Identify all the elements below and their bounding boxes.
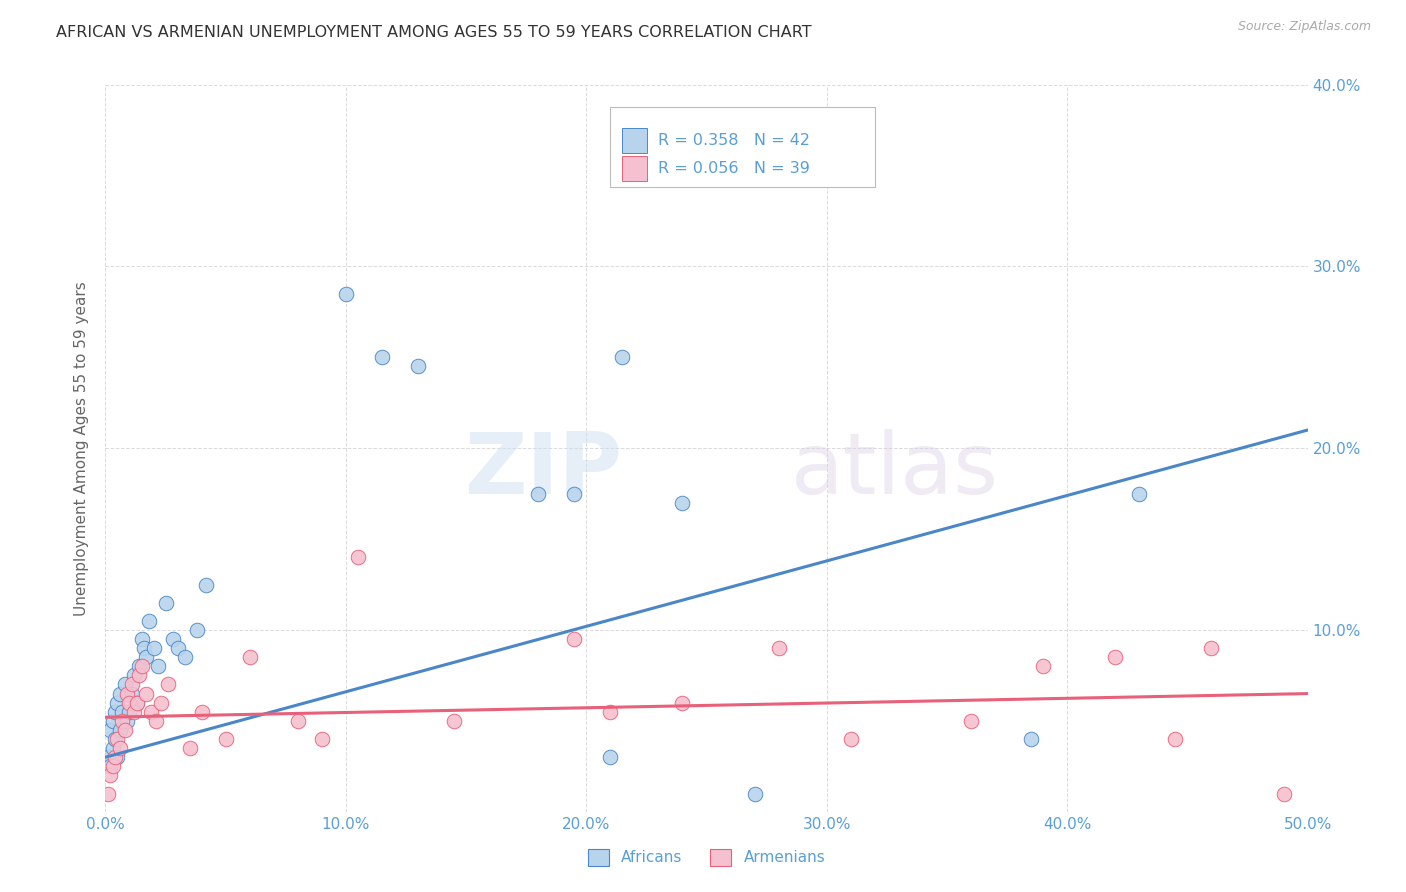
Text: AFRICAN VS ARMENIAN UNEMPLOYMENT AMONG AGES 55 TO 59 YEARS CORRELATION CHART: AFRICAN VS ARMENIAN UNEMPLOYMENT AMONG A… bbox=[56, 25, 811, 40]
Point bbox=[155, 596, 177, 610]
Point bbox=[124, 668, 146, 682]
Point bbox=[1104, 650, 1126, 665]
Point bbox=[347, 550, 370, 565]
Point bbox=[179, 741, 201, 756]
Point bbox=[287, 714, 309, 728]
Point bbox=[148, 659, 170, 673]
Point bbox=[527, 486, 550, 500]
Point bbox=[149, 696, 172, 710]
Point bbox=[186, 623, 208, 637]
Point bbox=[107, 696, 129, 710]
Point bbox=[1272, 787, 1295, 801]
Point bbox=[839, 731, 862, 746]
Point bbox=[128, 659, 150, 673]
Point bbox=[115, 714, 138, 728]
Point bbox=[98, 723, 121, 737]
Point bbox=[768, 641, 790, 656]
Point bbox=[744, 787, 766, 801]
Y-axis label: Unemployment Among Ages 55 to 59 years: Unemployment Among Ages 55 to 59 years bbox=[75, 281, 90, 615]
Point bbox=[599, 705, 621, 719]
Point bbox=[121, 687, 143, 701]
Point bbox=[142, 641, 165, 656]
Point bbox=[406, 359, 429, 374]
Point bbox=[111, 705, 134, 719]
Point bbox=[131, 659, 153, 673]
Point bbox=[111, 714, 134, 728]
Point bbox=[960, 714, 983, 728]
Point bbox=[1019, 731, 1042, 746]
Point bbox=[108, 741, 131, 756]
Point bbox=[125, 696, 148, 710]
Point bbox=[599, 750, 621, 764]
Point bbox=[562, 632, 585, 646]
Point bbox=[156, 677, 179, 691]
Point bbox=[195, 577, 218, 591]
Point bbox=[97, 787, 120, 801]
Point bbox=[1128, 486, 1150, 500]
Point bbox=[108, 687, 131, 701]
Point bbox=[107, 731, 129, 746]
Point bbox=[125, 696, 148, 710]
Point bbox=[162, 632, 184, 646]
Text: ZIP: ZIP bbox=[464, 428, 623, 511]
Point bbox=[671, 696, 693, 710]
Point bbox=[131, 632, 153, 646]
Point bbox=[118, 705, 141, 719]
Point bbox=[101, 741, 124, 756]
Point bbox=[612, 351, 634, 365]
Point bbox=[101, 714, 124, 728]
Text: Source: ZipAtlas.com: Source: ZipAtlas.com bbox=[1237, 20, 1371, 33]
Point bbox=[311, 731, 333, 746]
Point bbox=[139, 705, 162, 719]
Point bbox=[138, 614, 160, 628]
Point bbox=[145, 714, 167, 728]
Point bbox=[190, 705, 212, 719]
Text: R = 0.056   N = 39: R = 0.056 N = 39 bbox=[658, 161, 810, 177]
Point bbox=[239, 650, 262, 665]
Point bbox=[135, 650, 157, 665]
Point bbox=[104, 750, 127, 764]
Text: atlas: atlas bbox=[790, 428, 998, 511]
Point bbox=[443, 714, 465, 728]
Point bbox=[98, 759, 121, 773]
Point bbox=[562, 486, 585, 500]
Point bbox=[97, 750, 120, 764]
Point bbox=[132, 641, 155, 656]
Point bbox=[214, 731, 236, 746]
Point bbox=[1201, 641, 1223, 656]
Point bbox=[1164, 731, 1187, 746]
Point bbox=[671, 496, 693, 510]
Point bbox=[135, 687, 157, 701]
Point bbox=[128, 668, 150, 682]
Point bbox=[114, 677, 136, 691]
Point bbox=[118, 696, 141, 710]
Point bbox=[98, 768, 121, 782]
Point bbox=[371, 351, 394, 365]
Point bbox=[101, 759, 124, 773]
Point bbox=[121, 677, 143, 691]
Point bbox=[1032, 659, 1054, 673]
Text: R = 0.358   N = 42: R = 0.358 N = 42 bbox=[658, 134, 810, 148]
Point bbox=[335, 286, 357, 301]
Point bbox=[104, 705, 127, 719]
Point bbox=[173, 650, 195, 665]
Point bbox=[107, 750, 129, 764]
Legend: Africans, Armenians: Africans, Armenians bbox=[579, 841, 834, 873]
Point bbox=[108, 723, 131, 737]
Point bbox=[114, 723, 136, 737]
Point bbox=[166, 641, 188, 656]
Point bbox=[124, 705, 146, 719]
Point bbox=[115, 687, 138, 701]
Point bbox=[104, 731, 127, 746]
